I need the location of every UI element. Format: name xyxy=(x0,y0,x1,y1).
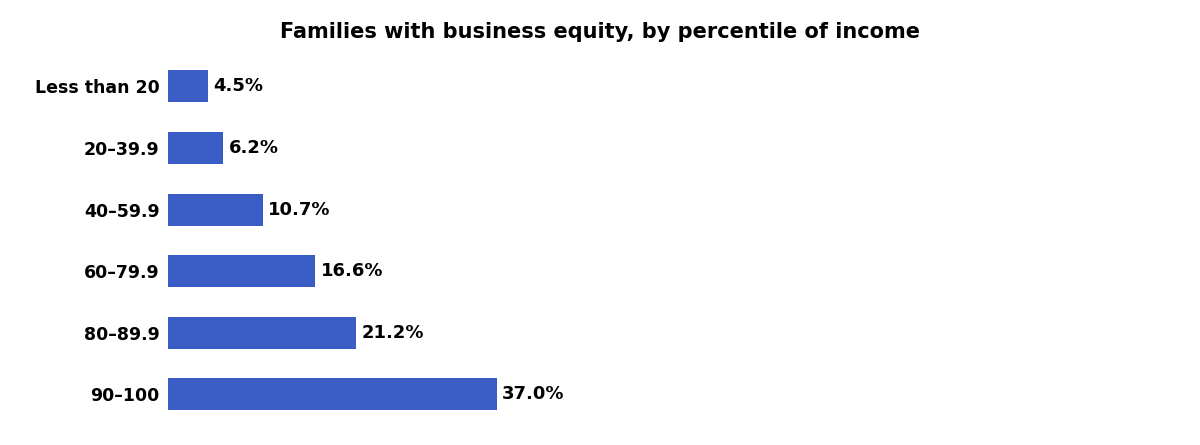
Bar xyxy=(168,194,263,226)
Bar xyxy=(168,378,497,410)
Bar xyxy=(168,317,356,348)
Text: Families with business equity, by percentile of income: Families with business equity, by percen… xyxy=(280,22,920,42)
Bar xyxy=(168,132,223,164)
Bar xyxy=(168,255,316,287)
Text: 10.7%: 10.7% xyxy=(269,201,331,218)
Text: 4.5%: 4.5% xyxy=(214,77,263,95)
Text: 6.2%: 6.2% xyxy=(228,139,278,157)
Text: 16.6%: 16.6% xyxy=(320,262,383,280)
Text: 37.0%: 37.0% xyxy=(502,385,564,403)
Text: 21.2%: 21.2% xyxy=(361,324,424,342)
Bar xyxy=(168,70,208,102)
